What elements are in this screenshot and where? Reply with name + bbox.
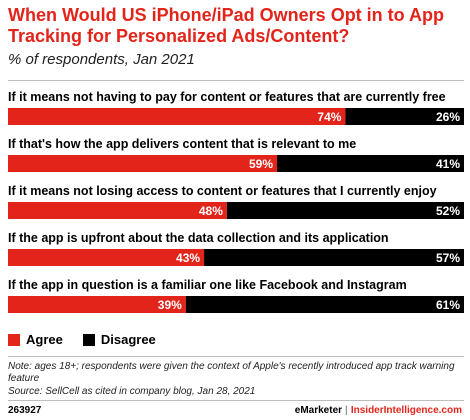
data-label-agree: 43% — [176, 251, 200, 265]
note-divider — [8, 356, 464, 357]
stacked-bar-chart: If it means not having to pay for conten… — [8, 90, 464, 313]
brand-insider-intelligence: InsiderIntelligence.com — [350, 405, 462, 416]
legend-item-agree: Agree — [8, 332, 63, 347]
legend-swatch-disagree — [82, 333, 95, 346]
bar-disagree — [277, 155, 464, 172]
data-label-disagree: 61% — [436, 298, 460, 312]
data-label-agree: 48% — [199, 204, 223, 218]
brand: eMarketer | InsiderIntelligence.com — [295, 405, 462, 416]
bar-disagree — [185, 296, 464, 313]
bottom-divider — [8, 400, 464, 401]
chart-source: Source: SellCell as cited in company blo… — [8, 386, 256, 397]
bar-agree — [8, 202, 227, 219]
legend-item-disagree: Disagree — [82, 332, 156, 347]
bar-agree — [8, 108, 346, 125]
bar-agree — [8, 155, 278, 172]
legend: Agree Disagree — [8, 332, 176, 347]
data-label-disagree: 26% — [436, 110, 460, 124]
bar-disagree — [204, 249, 464, 266]
bar-agree — [8, 249, 205, 266]
category-label: If it means not having to pay for conten… — [8, 90, 446, 104]
top-divider — [8, 80, 464, 81]
brand-separator: | — [345, 405, 348, 416]
data-label-disagree: 52% — [436, 204, 460, 218]
category-label: If that's how the app delivers content t… — [8, 137, 356, 151]
legend-label-disagree: Disagree — [100, 332, 156, 347]
chart-title: When Would US iPhone/iPad Owners Opt in … — [8, 5, 444, 46]
data-label-disagree: 41% — [436, 157, 460, 171]
data-label-agree: 74% — [317, 110, 341, 124]
category-label: If the app in question is a familiar one… — [8, 278, 407, 292]
category-label: If the app is upfront about the data col… — [8, 231, 389, 245]
chart-subtitle: % of respondents, Jan 2021 — [8, 51, 195, 68]
brand-emarketer: eMarketer — [294, 405, 343, 416]
data-label-agree: 39% — [158, 298, 182, 312]
chart-id: 263927 — [8, 405, 42, 416]
data-label-disagree: 57% — [436, 251, 460, 265]
bar-disagree — [345, 108, 464, 125]
chart-note: Note: ages 18+; respondents were given t… — [8, 361, 455, 384]
bar-agree — [8, 296, 186, 313]
legend-swatch-agree — [8, 333, 20, 346]
data-label-agree: 59% — [249, 157, 273, 171]
category-label: If it means not losing access to content… — [8, 184, 437, 198]
legend-label-agree: Agree — [26, 332, 63, 347]
bar-disagree — [226, 202, 464, 219]
